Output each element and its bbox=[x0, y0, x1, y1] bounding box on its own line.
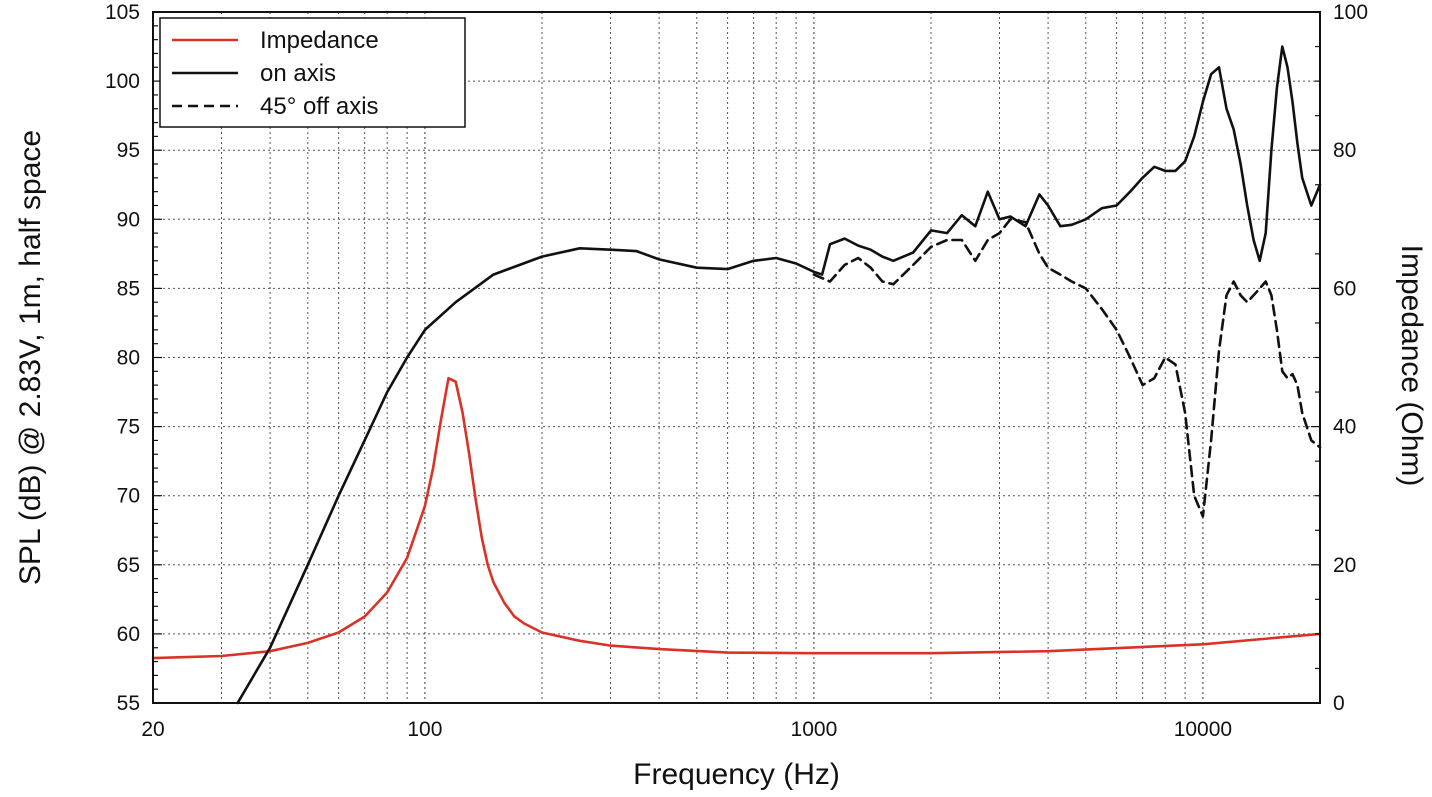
y-tick-label: 75 bbox=[117, 416, 140, 439]
y-tick-label: 85 bbox=[117, 277, 140, 300]
y2-tick-label: 80 bbox=[1333, 139, 1356, 162]
y2-tick-label: 60 bbox=[1333, 277, 1356, 300]
x-tick-label: 100 bbox=[407, 718, 442, 741]
series-lines bbox=[151, 45, 1322, 705]
y-tick-label: 55 bbox=[117, 692, 140, 715]
x-tick-label: 20 bbox=[141, 718, 164, 741]
legend: Impedance on axis 45° off axis bbox=[159, 17, 466, 128]
series-line-on-axis bbox=[236, 45, 1322, 705]
legend-label: 45° off axis bbox=[260, 93, 379, 120]
y2-tick-label: 0 bbox=[1333, 692, 1345, 715]
y2-tick-label: 100 bbox=[1333, 1, 1368, 24]
series-line-impedance bbox=[151, 376, 1322, 660]
axes: 55 60 65 70 75 80 85 90 95 100 105 0 20 40 60 80 100 20 10… bbox=[105, 1, 1368, 741]
y-tick-label: 80 bbox=[117, 347, 140, 370]
y-tick-label: 65 bbox=[117, 554, 140, 577]
x-axis-title: Frequency (Hz) bbox=[633, 758, 840, 791]
legend-label: on axis bbox=[260, 60, 336, 87]
y-tick-label: 60 bbox=[117, 623, 140, 646]
y2-axis-title: Impedance (Ohm) bbox=[1395, 245, 1428, 487]
y-tick-label: 105 bbox=[105, 1, 140, 24]
legend-label: Impedance bbox=[260, 27, 379, 54]
x-tick-label: 1000 bbox=[791, 718, 838, 741]
y-tick-label: 100 bbox=[105, 70, 140, 93]
y2-tick-label: 20 bbox=[1333, 554, 1356, 577]
y-tick-label: 95 bbox=[117, 139, 140, 162]
x-tick-label: 10000 bbox=[1174, 718, 1232, 741]
y2-tick-label: 40 bbox=[1333, 416, 1356, 439]
series-line-45-off-axis bbox=[812, 218, 1322, 518]
y-tick-label: 90 bbox=[117, 208, 140, 231]
y-tick-label: 70 bbox=[117, 485, 140, 508]
y-axis-title: SPL (dB) @ 2.83V, 1m, half space bbox=[14, 130, 47, 585]
